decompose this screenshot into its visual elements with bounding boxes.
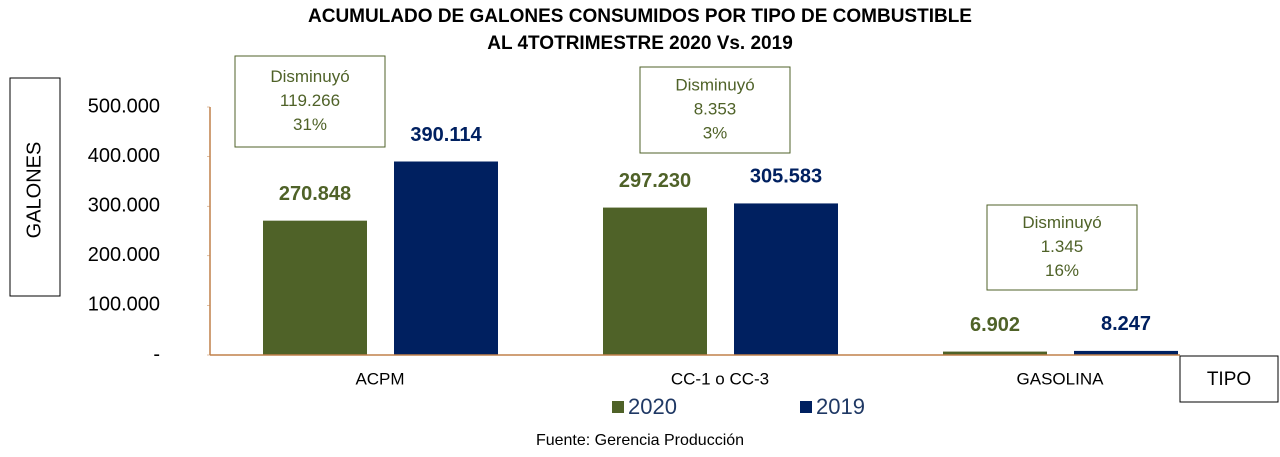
x-tick-label: GASOLINA [1017,369,1105,388]
bar [263,220,367,355]
chart-title: ACUMULADO DE GALONES CONSUMIDOS POR TIPO… [308,6,972,27]
bar [734,203,838,355]
y-tick-label: 100.000 [88,294,160,316]
value-label: 390.114 [410,124,482,146]
legend-swatch [800,401,812,413]
annotation-text: 16% [1045,261,1079,280]
y-tick-label: 300.000 [88,194,160,216]
y-label-box [9,77,61,297]
y-axis-label: GALONES [23,142,45,239]
value-label: 305.583 [750,166,822,188]
source: Fuente: Gerencia Producción [536,432,744,449]
value-label: 297.230 [619,170,691,192]
x-tick-label: ACPM [355,369,404,388]
value-label: 8.247 [1101,313,1151,335]
y-tick-label: 200.000 [88,244,160,266]
y-tick-label: 400.000 [88,145,160,167]
bar [943,351,1047,355]
annotation-text: Disminuyó [1022,213,1101,232]
bar [394,161,498,355]
annotation-text: 8.353 [694,99,737,118]
y-tick-label: - [153,343,160,365]
annotation-box [639,66,791,154]
annotation-text: Disminuyó [270,67,349,86]
bar [603,207,707,355]
chart-title: AL 4TOTRIMESTRE 2020 Vs. 2019 [487,33,793,54]
annotation-text: Disminuyó [675,75,754,94]
annotation-text: 3% [703,123,728,142]
value-label: 270.848 [279,183,351,205]
annotation-text: 31% [293,115,327,134]
legend-label: 2019 [816,394,865,419]
annotation-text: 1.345 [1041,237,1084,256]
legend-label: 2020 [628,394,677,419]
annotation-box [986,204,1138,291]
bar [1074,350,1178,355]
legend-swatch [612,401,624,413]
x-tick-label: CC-1 o CC-3 [671,369,769,388]
y-tick-label: 500.000 [88,95,160,117]
annotation-box [234,55,386,148]
x-axis-label: TIPO [1207,369,1251,390]
x-label-box [1179,355,1279,403]
value-label: 6.902 [970,314,1020,336]
annotation-text: 119.266 [280,91,340,110]
